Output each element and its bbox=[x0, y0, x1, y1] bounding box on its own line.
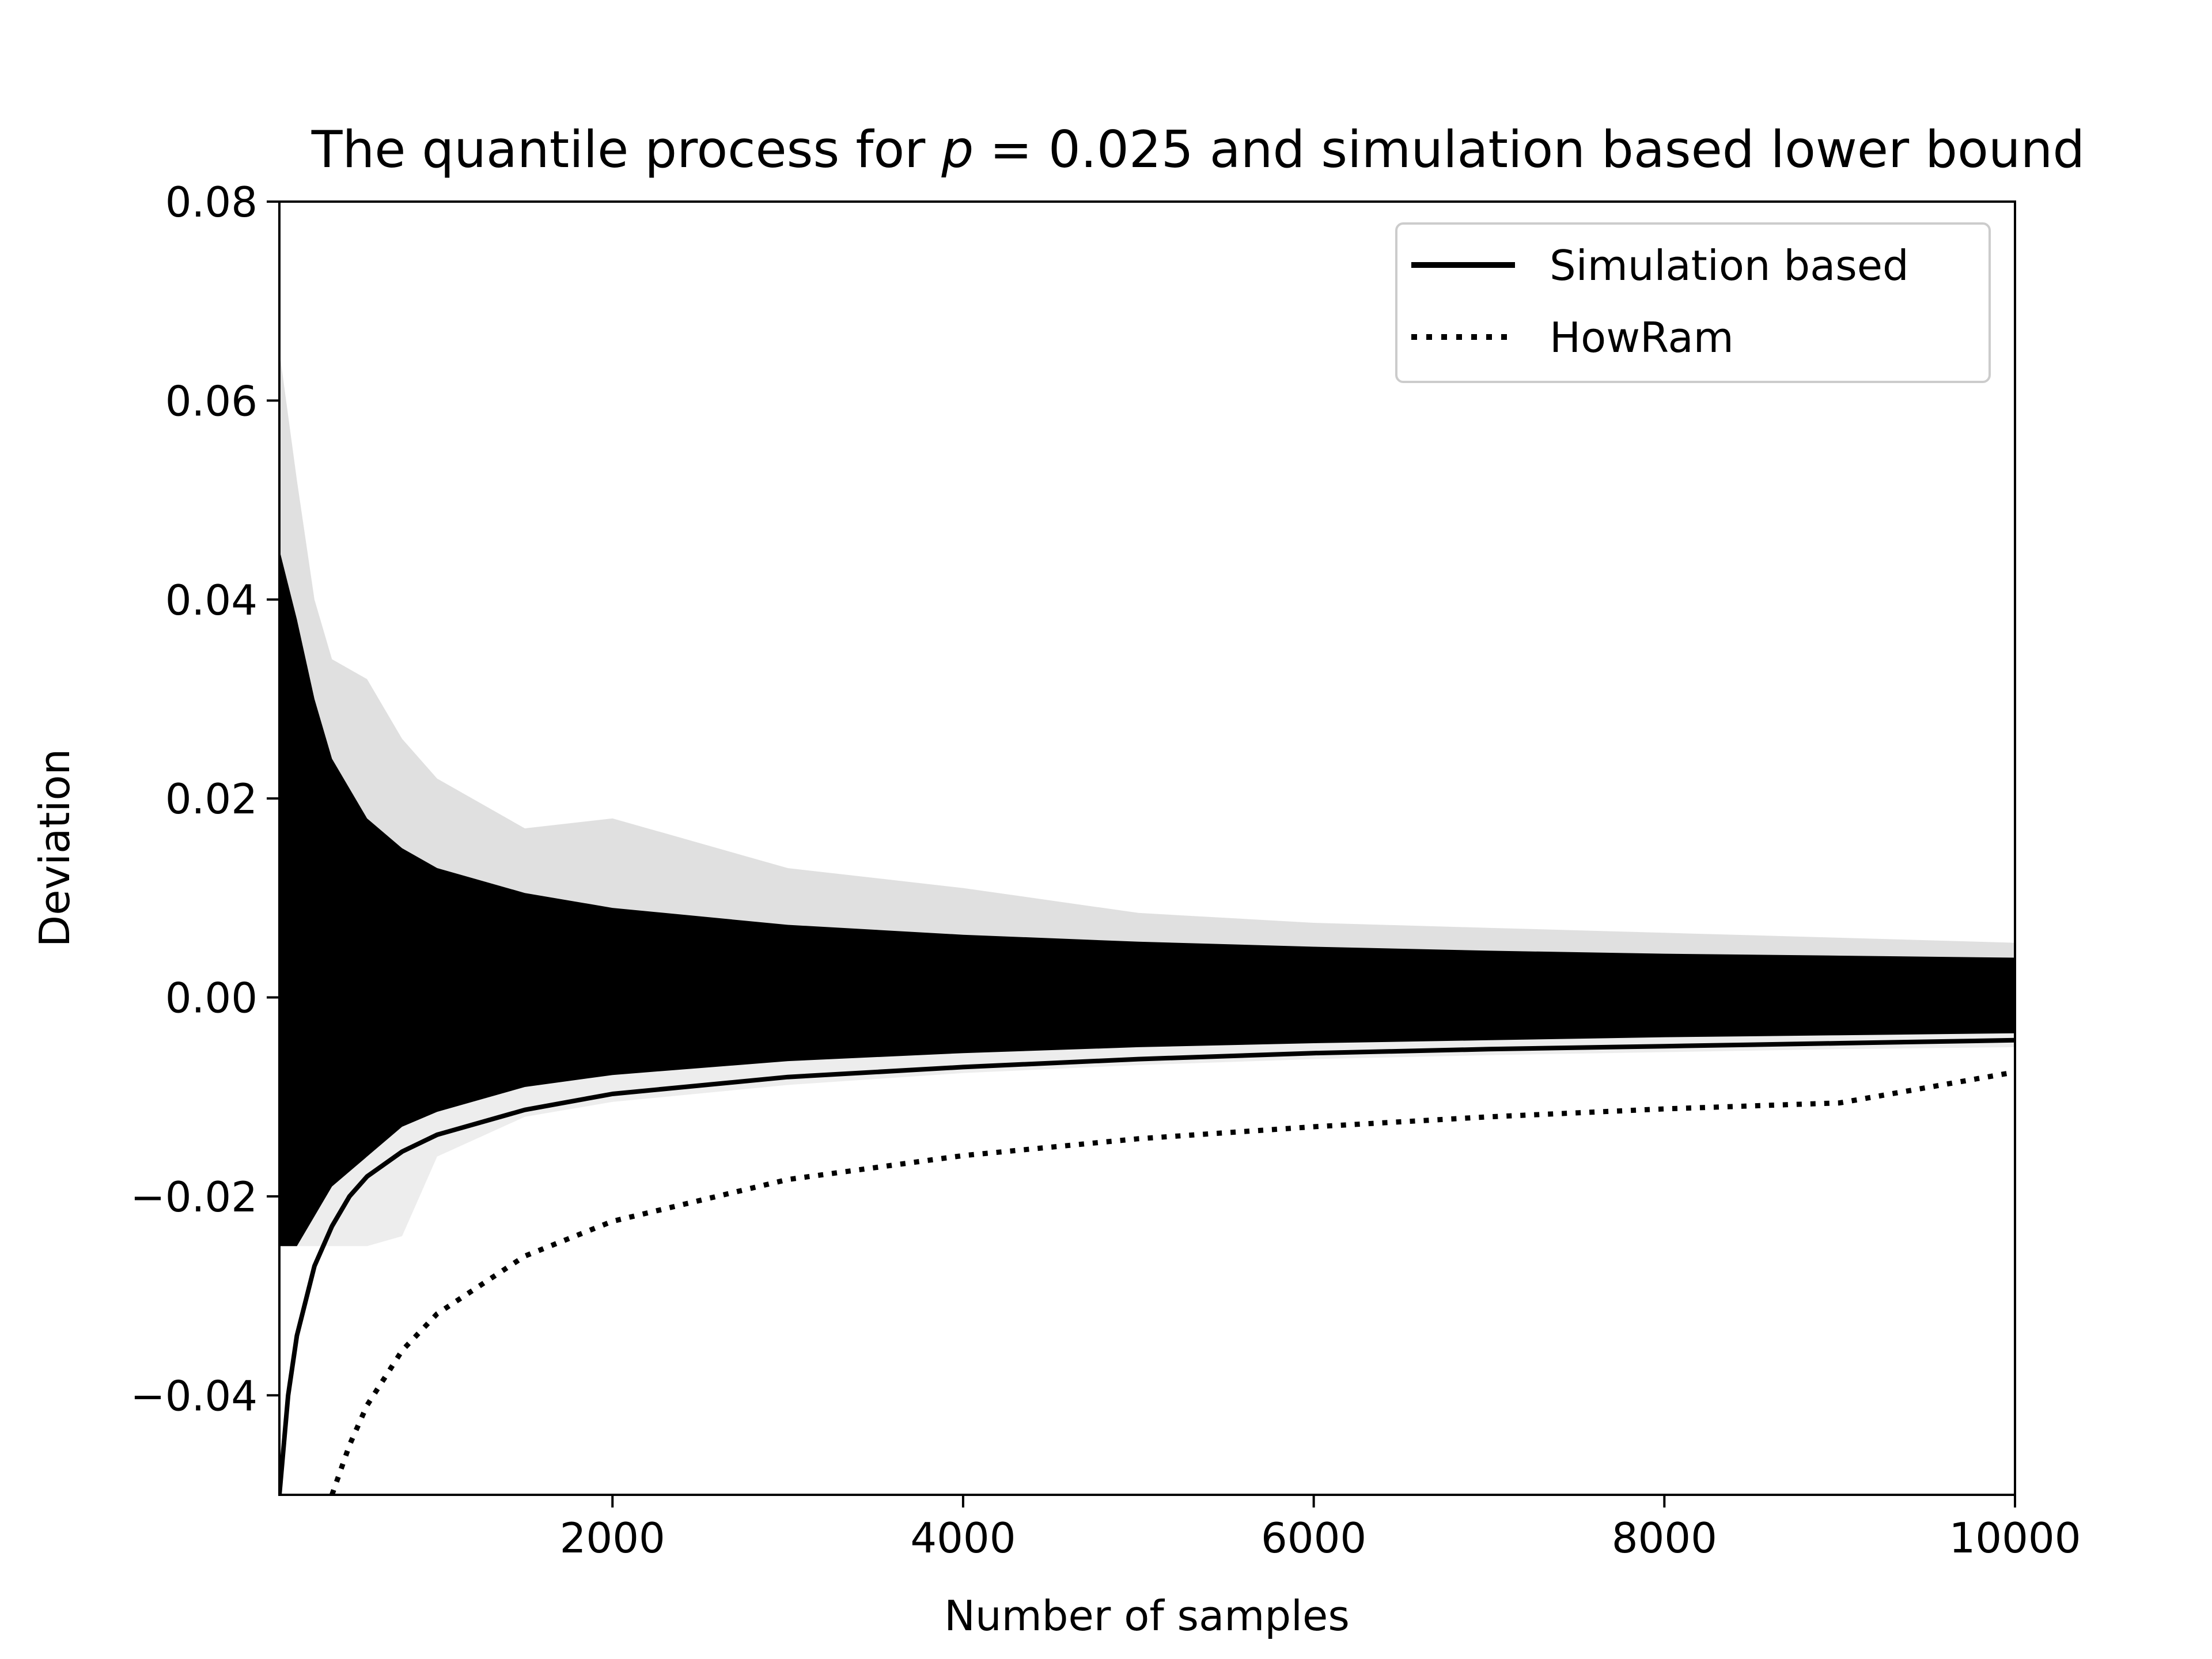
y-tick-label: −0.04 bbox=[130, 1372, 257, 1420]
x-tick-label: 2000 bbox=[560, 1514, 665, 1562]
y-tick-label: 0.06 bbox=[165, 377, 257, 425]
series-line-simulation-based bbox=[279, 1037, 2015, 1495]
y-tick-label: 0.04 bbox=[165, 576, 257, 624]
x-axis-label: Number of samples bbox=[944, 1592, 1350, 1640]
title-equation: = 0.025 bbox=[974, 120, 1194, 179]
y-tick-label: 0.00 bbox=[165, 974, 257, 1022]
x-tick-label: 6000 bbox=[1261, 1514, 1366, 1562]
y-tick-label: 0.02 bbox=[165, 775, 257, 823]
y-tick-label: −0.02 bbox=[130, 1173, 257, 1221]
sample-paths-envelope bbox=[279, 351, 2015, 1247]
x-tick-label: 4000 bbox=[910, 1514, 1016, 1562]
y-tick-label: 0.08 bbox=[165, 178, 257, 226]
legend: Simulation based HowRam bbox=[1395, 222, 1991, 383]
y-axis-label: Deviation bbox=[31, 749, 79, 947]
series-line-howram bbox=[329, 1069, 2015, 1495]
y-axis-ticks: 0.08 0.06 0.04 0.02 0.00 −0.02 −0.04 bbox=[130, 178, 279, 1420]
series-lines bbox=[279, 1037, 2015, 1495]
legend-label-howram: HowRam bbox=[1550, 313, 1734, 362]
legend-box bbox=[1395, 222, 1991, 383]
title-prefix: The quantile process for bbox=[311, 120, 942, 179]
x-axis-ticks: 2000 4000 6000 8000 10000 bbox=[560, 1495, 2081, 1562]
plot-frame bbox=[278, 200, 2016, 1496]
legend-label-simulation: Simulation based bbox=[1550, 241, 1909, 290]
chart-title: The quantile process for p = 0.025 and s… bbox=[311, 120, 2085, 179]
x-tick-label: 10000 bbox=[1949, 1514, 2081, 1562]
title-variable: p bbox=[941, 120, 974, 179]
x-tick-label: 8000 bbox=[1612, 1514, 1717, 1562]
title-suffix: and simulation based lower bound bbox=[1194, 120, 2085, 179]
